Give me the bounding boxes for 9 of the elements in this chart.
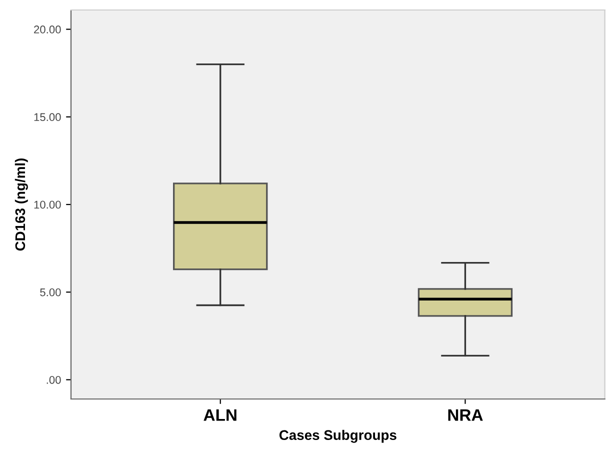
x-tick-label: ALN bbox=[204, 409, 236, 421]
y-tick-label: 5.00 bbox=[40, 288, 61, 296]
y-tick-label: .00 bbox=[46, 376, 61, 384]
x-tick-label: NRA bbox=[448, 409, 483, 421]
y-tick-label: 10.00 bbox=[34, 200, 61, 209]
y-tick-label: 20.00 bbox=[34, 26, 61, 34]
y-tick-label: 15.00 bbox=[34, 113, 61, 122]
y-axis-title: CD163 (ng/ml) bbox=[14, 158, 28, 251]
x-axis-title: Cases Subgroups bbox=[279, 430, 396, 443]
